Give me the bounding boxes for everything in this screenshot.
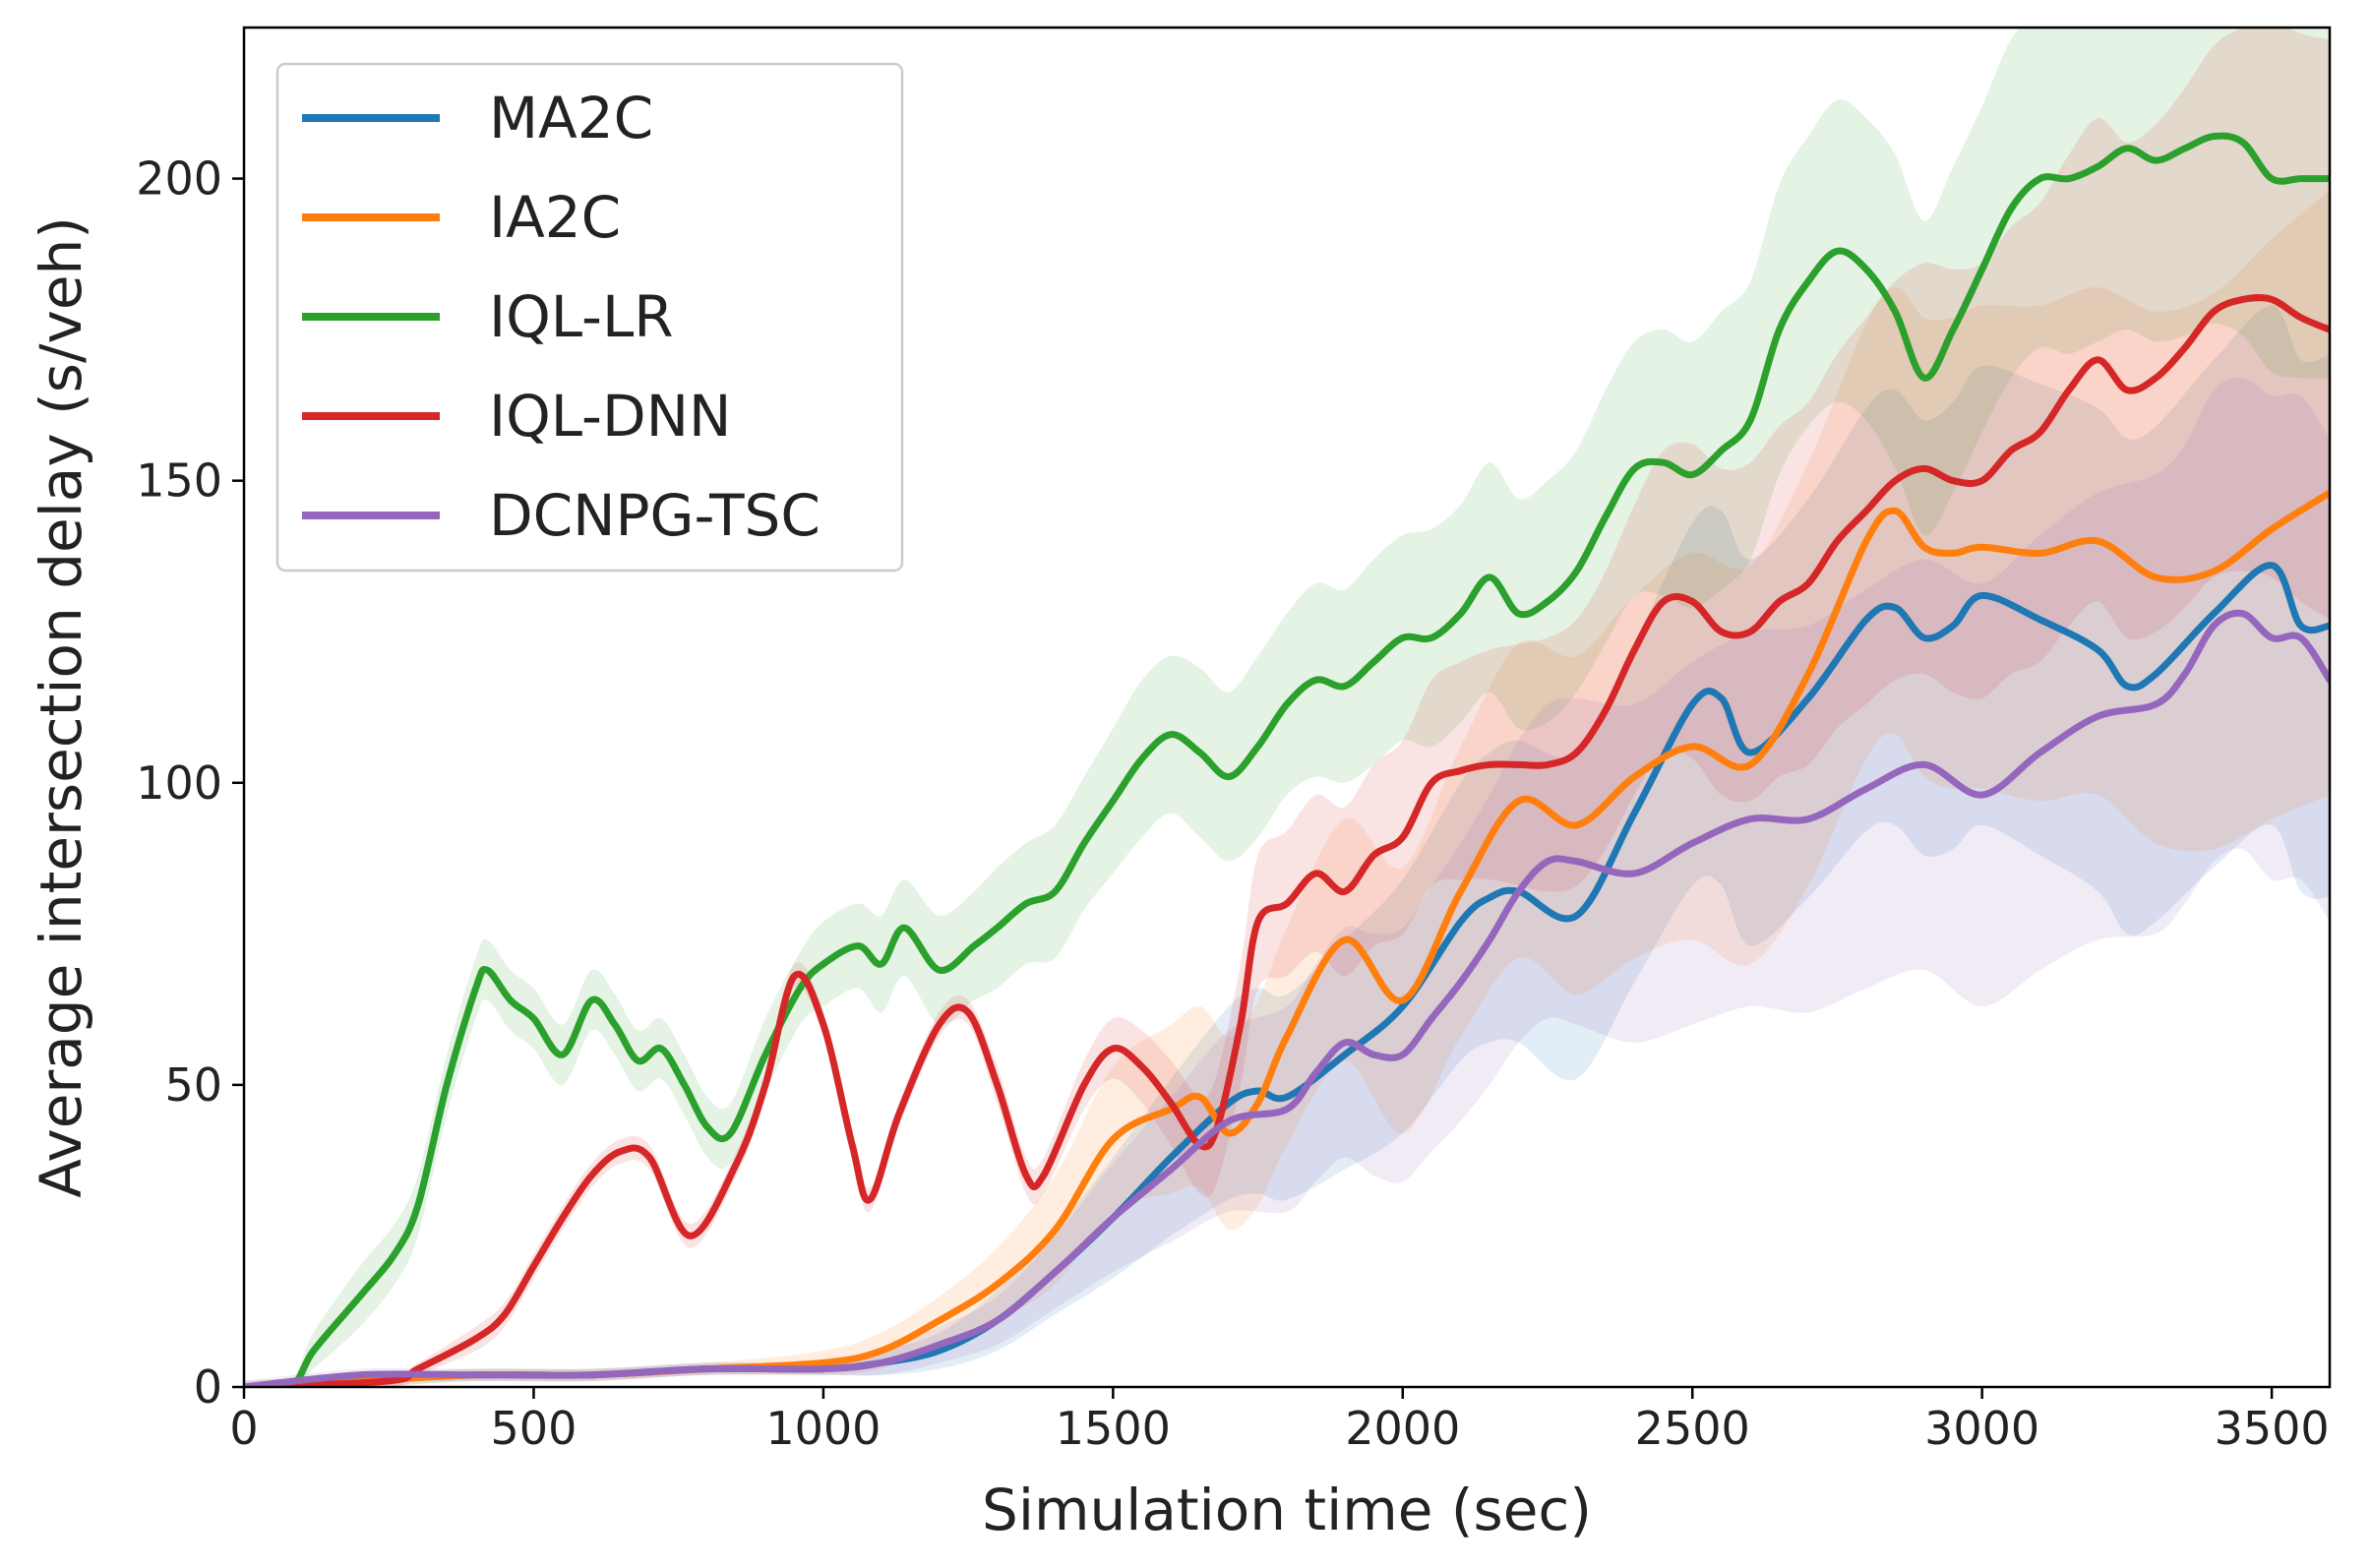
- x-axis-label: Simulation time (sec): [982, 1477, 1592, 1543]
- y-axis-label: Average intersection delay (s/veh): [28, 216, 94, 1198]
- plot-frame: [242, 26, 2332, 1389]
- x-tick-label: 0: [229, 1402, 258, 1455]
- line-ia2c: [244, 489, 2330, 1387]
- x-tick-label: 3000: [1924, 1402, 2039, 1455]
- band-ia2c: [244, 190, 2330, 1387]
- legend-label-ma2c: MA2C: [489, 85, 653, 151]
- band-dcnpg-tsc: [244, 377, 2330, 1387]
- legend-label-dcnpg-tsc: DCNPG-TSC: [489, 482, 821, 549]
- line-dcnpg-tsc: [244, 609, 2330, 1387]
- x-tick-label: 3500: [2215, 1402, 2330, 1455]
- x-tick-label: 2000: [1345, 1402, 1460, 1455]
- legend-label-iql-lr: IQL-LR: [489, 283, 674, 350]
- y-axis-ticks: 0 50 100 150 200: [136, 152, 244, 1414]
- legend-label-iql-dnn: IQL-DNN: [489, 383, 731, 450]
- line-iql-lr: [244, 132, 2330, 1387]
- x-tick-label: 1500: [1056, 1402, 1171, 1455]
- y-tick-label: 200: [136, 152, 222, 206]
- y-tick-label: 50: [164, 1058, 222, 1112]
- y-tick-label: 100: [136, 756, 222, 810]
- legend-label-ia2c: IA2C: [489, 184, 621, 251]
- series-lines: [244, 132, 2330, 1387]
- band-iql-dnn: [244, 28, 2330, 1387]
- x-tick-label: 500: [491, 1402, 578, 1455]
- band-ma2c: [244, 305, 2330, 1387]
- line-iql-dnn: [244, 293, 2330, 1387]
- legend-box: [275, 62, 904, 573]
- x-tick-label: 1000: [765, 1402, 881, 1455]
- y-tick-label: 150: [136, 454, 222, 508]
- x-axis-ticks: 0 500 1000 1500 2000 2500 3000 3500: [229, 1387, 2330, 1455]
- y-tick-label: 0: [194, 1360, 222, 1414]
- legend: MA2C IA2C IQL-LR IQL-DNN DCNPG-TSC: [275, 62, 904, 573]
- x-tick-label: 2500: [1635, 1402, 1750, 1455]
